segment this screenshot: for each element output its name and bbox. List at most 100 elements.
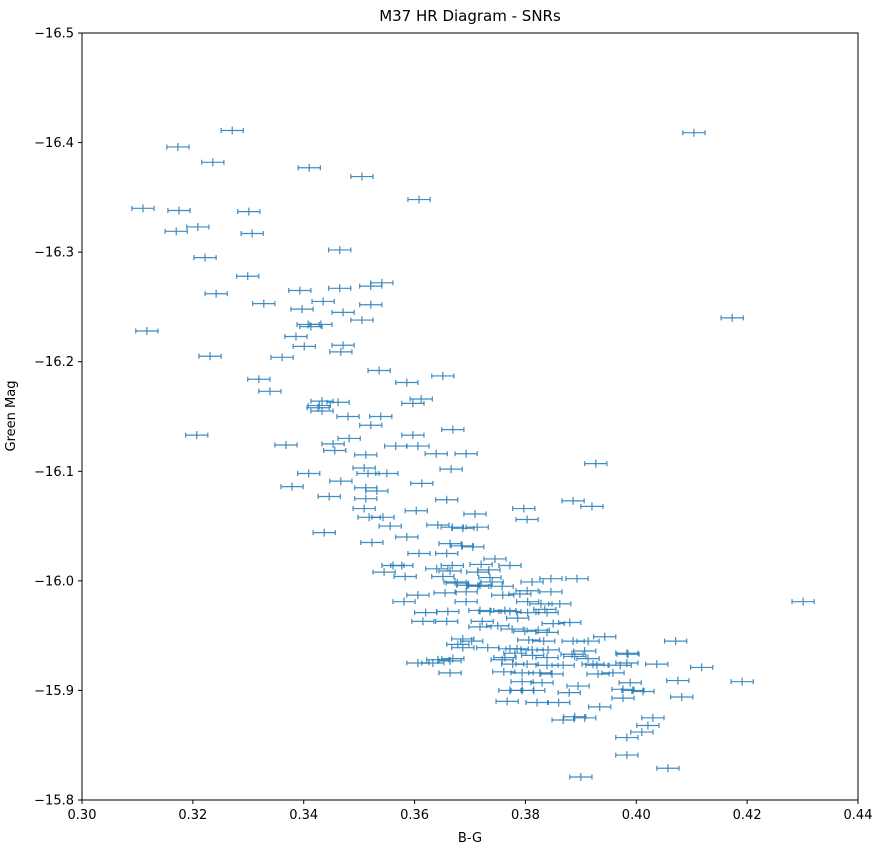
x-tick-label: 0.44 [844,808,873,823]
errorbar-point [576,637,600,646]
errorbar-point [193,253,217,262]
errorbar-point [446,640,470,649]
errorbar-point [539,574,563,583]
errorbar-point [608,661,632,670]
errorbar-point [443,577,467,586]
errorbar-point [510,677,534,686]
errorbar-point [563,652,587,661]
errorbar-point [439,465,463,474]
errorbar-point [636,721,660,730]
errorbar-point [435,495,459,504]
y-tick-label: −15.9 [34,684,74,699]
errorbar-point [329,347,353,356]
errorbar-point [463,510,487,519]
errorbar-point [367,366,391,375]
errorbar-point [456,581,480,590]
errorbar-point [500,660,525,669]
errorbar-point [390,561,414,570]
errorbar-point [468,622,492,631]
errorbar-point [350,316,374,325]
errorbar-point [407,549,431,558]
y-tick-label: −16.0 [34,574,74,589]
y-tick-label: −16.4 [34,136,74,151]
errorbar-point [720,313,744,322]
errorbar-point [478,573,502,582]
errorbar-point [237,207,261,216]
errorbar-point [247,375,271,384]
errorbar-point [666,676,690,685]
errorbar-point [541,619,565,628]
errorbar-point [515,586,539,595]
errorbar-point [601,668,625,677]
errorbar-point [663,637,688,646]
errorbar-point [560,650,584,659]
errorbar-point [356,469,380,478]
errorbar-point [360,538,384,547]
errorbar-point [520,645,544,654]
chart-title: M37 HR Diagram - SNRs [379,7,561,25]
errorbar-point [503,649,527,658]
errorbar-point [557,688,581,697]
errorbar-point [493,653,517,662]
errorbar-point [493,606,517,615]
errorbar-point [280,482,304,491]
errorbar-point [547,698,571,707]
errorbar-point [576,654,600,663]
errorbar-point [409,394,433,403]
errorbar-point [201,158,225,167]
errorbar-point [336,412,360,421]
errorbar-point [284,332,308,341]
errorbar-point [421,659,445,668]
errorbar-point [585,661,609,670]
errorbar-point [392,597,416,606]
errorbar-point [354,450,378,459]
errorbar-point [611,694,635,703]
errorbar-point [297,163,321,172]
errorbar-point [354,494,378,503]
errorbar-point [135,327,159,336]
errorbar-point [352,504,376,513]
errorbar-point [490,582,514,591]
errorbar-point [573,646,597,655]
errorbar-point [404,506,428,515]
errorbar-point [616,650,640,659]
plot-area-frame [81,32,859,801]
x-axis-ticks: 0.30 0.32 0.34 0.36 0.38 0.40 0.42 0.44 [68,800,873,823]
errorbar-point [551,661,575,670]
errorbar-point [384,442,408,451]
errorbar-point [406,442,430,451]
errorbar-point [466,568,490,577]
x-tick-label: 0.42 [733,808,762,823]
errorbar-point [656,764,680,773]
errorbar-point [566,682,590,691]
y-tick-label: −16.2 [34,355,74,370]
errorbar-point [588,702,612,711]
errorbar-point [292,342,316,351]
errorbar-point [369,412,393,421]
errorbar-point [431,572,455,581]
errorbar-point [328,284,352,293]
errorbar-point [561,496,585,505]
errorbar-point [441,425,465,434]
errorbar-point [490,655,514,664]
errorbar-point [406,659,430,668]
errorbar-point [548,599,572,608]
errorbar-point [378,522,402,531]
errorbar-point [468,581,492,590]
errorbar-point [580,502,604,511]
errorbar-point [486,621,510,630]
errorbar-point [436,607,460,616]
errorbar-point [166,142,190,151]
errorbar-point [593,632,617,641]
errorbar-point [645,660,669,669]
errorbar-point [498,686,522,695]
y-tick-label: −16.5 [34,27,74,42]
errorbar-point [296,320,320,329]
errorbar-point [586,669,610,678]
x-tick-label: 0.38 [511,808,540,823]
y-axis-label: Green Mag [4,381,19,452]
errorbar-point [611,685,635,694]
errorbar-point [359,300,383,309]
errorbar-point [682,128,706,137]
errorbar-point [310,407,334,416]
